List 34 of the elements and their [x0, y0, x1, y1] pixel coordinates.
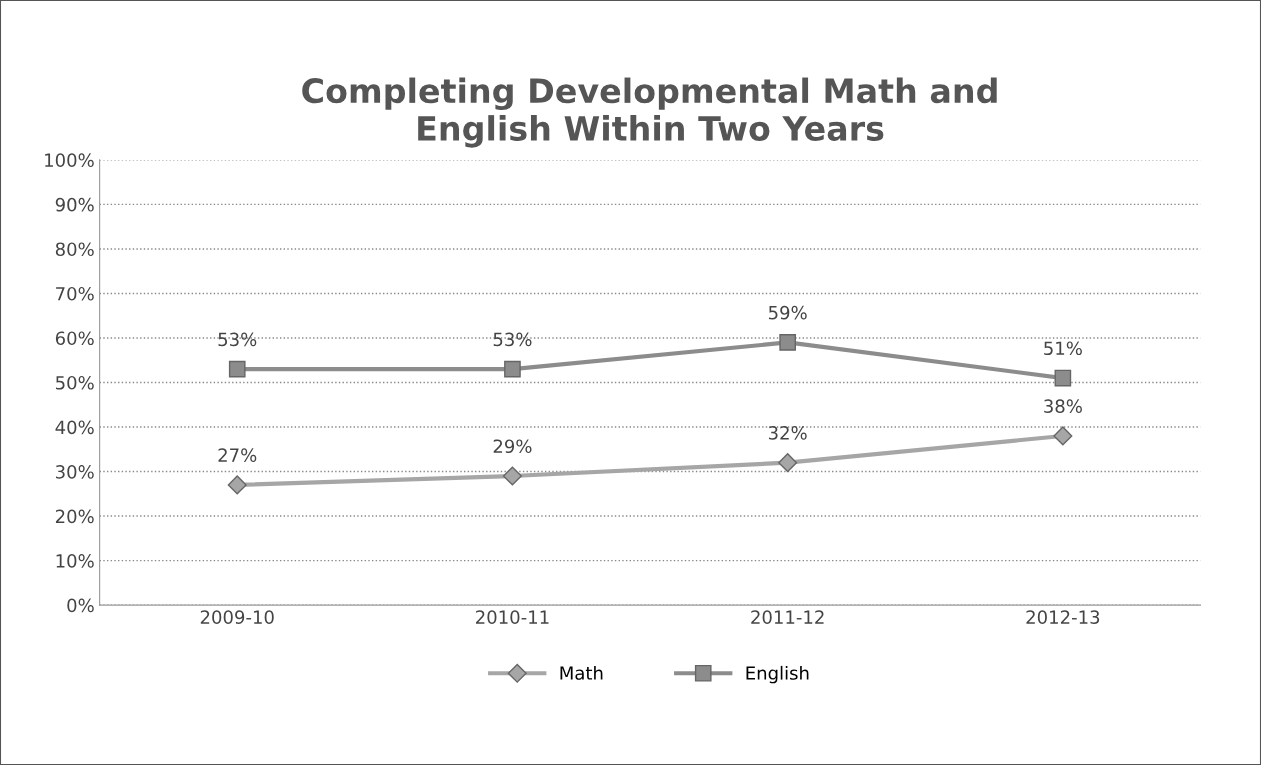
legend-label: English — [746, 665, 809, 684]
y-tick-label: 50% — [56, 375, 94, 390]
x-tick-label: 2012-13 — [1026, 610, 1100, 624]
y-tick-label: 90% — [55, 197, 94, 212]
x-tick-label: 2011-12 — [751, 610, 824, 624]
point — [504, 360, 521, 378]
y-tick-label: 40% — [55, 420, 94, 435]
y-tick-label: 30% — [56, 465, 94, 479]
y-tick-label: 100% — [45, 153, 94, 167]
y-tick-label: 60% — [55, 331, 94, 346]
chart-title: Completing Developmental Math and English Within Two Years — [302, 77, 997, 148]
x-tick-label: 2010-11 — [476, 610, 549, 624]
data-label: 38% — [1044, 399, 1082, 413]
data-label: 32% — [768, 426, 807, 440]
point — [778, 453, 798, 473]
data-label: 53% — [493, 332, 532, 347]
legend-label: Math — [560, 665, 603, 680]
point — [779, 334, 796, 351]
y-tick-label: 70% — [56, 286, 94, 301]
x-tick-label: 2009-10 — [200, 610, 274, 624]
point — [1053, 426, 1073, 446]
data-label: 27% — [218, 448, 257, 462]
y-tick-label: 80% — [55, 242, 94, 257]
data-label: 53% — [218, 332, 257, 347]
point — [502, 466, 522, 486]
data-label: 29% — [493, 439, 532, 454]
y-tick-label: 10% — [56, 554, 94, 568]
y-tick-label: 0% — [67, 598, 94, 613]
data-label: 59% — [768, 305, 807, 320]
y-tick-label: 20% — [55, 509, 94, 524]
point — [227, 475, 247, 495]
data-label: 51% — [1044, 341, 1082, 356]
point — [1054, 369, 1072, 387]
point — [228, 360, 246, 378]
